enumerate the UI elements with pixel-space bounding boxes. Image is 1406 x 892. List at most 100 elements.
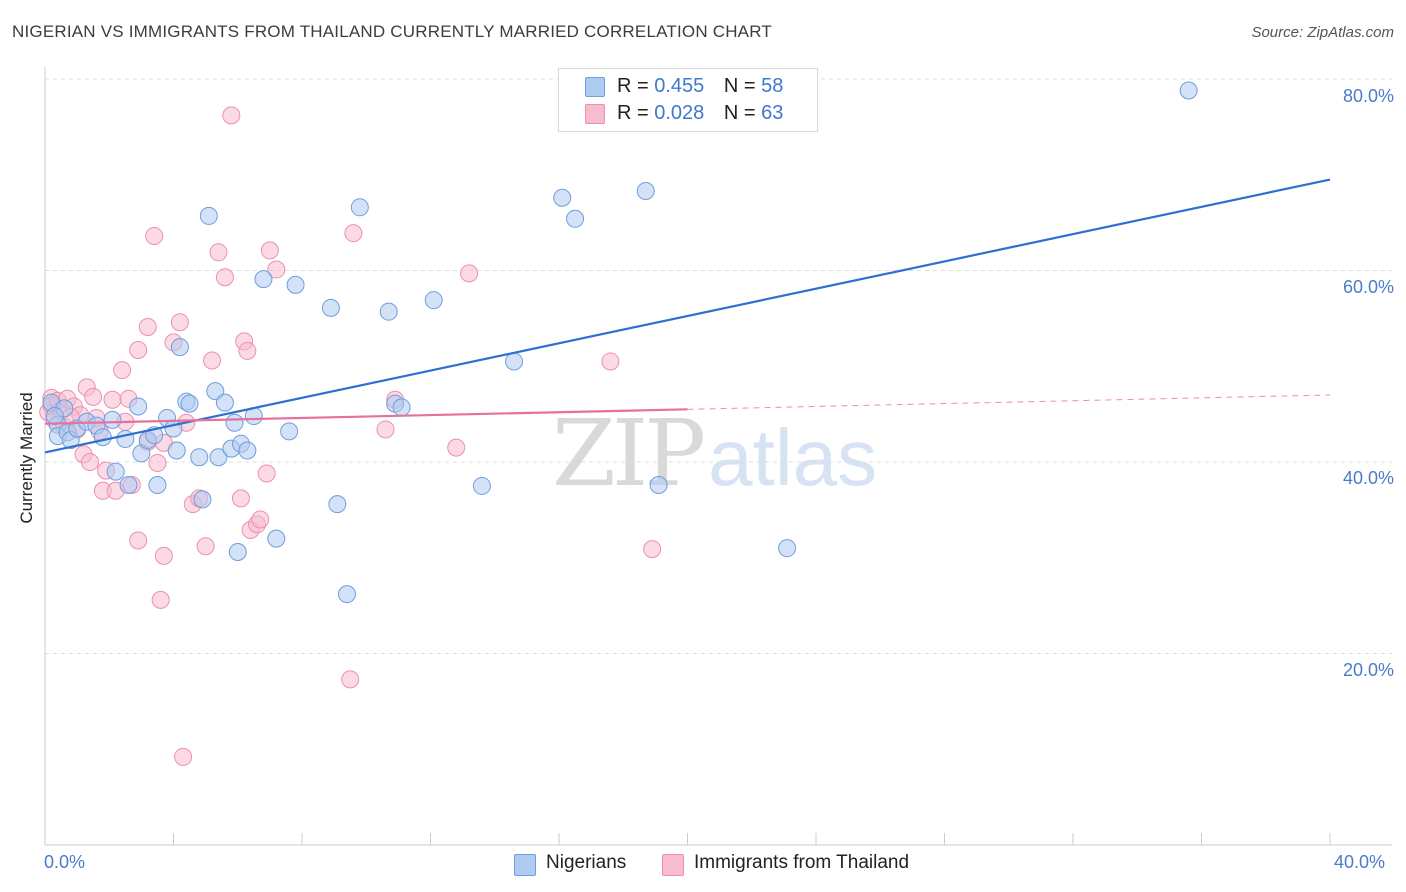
thailand-point — [203, 351, 222, 370]
nigerian-point — [93, 428, 112, 447]
nigerian-point — [193, 490, 212, 509]
thailand-point — [257, 464, 276, 483]
legend-r-value: 0.455 — [654, 75, 705, 97]
legend-r-label: R = — [617, 75, 649, 97]
nigerian-point — [267, 529, 286, 548]
nigerian-point — [238, 441, 257, 460]
legend-row-thailand: R = 0.028 N = 63 — [585, 102, 784, 125]
thailand-point — [154, 546, 173, 565]
nigerian-point — [148, 475, 167, 494]
legend-item-thailand[interactable]: Immigrants from Thailand — [662, 852, 910, 876]
thailand-point — [222, 106, 241, 125]
nigerian-point — [392, 398, 411, 417]
thailand-point — [376, 420, 395, 439]
nigerian-point — [209, 448, 228, 467]
legend-n-value: 63 — [761, 102, 784, 124]
legend-n-label: N = — [723, 75, 756, 97]
nigerian-point — [472, 476, 491, 495]
legend-swatch-blue — [585, 77, 605, 97]
thailand-point — [460, 264, 479, 283]
thailand-point — [215, 268, 234, 287]
thailand-point — [344, 224, 363, 243]
y-axis-label: Currently Married — [17, 392, 36, 524]
thailand-point — [145, 227, 164, 246]
thailand-point — [643, 540, 662, 559]
thailand-point — [267, 260, 286, 279]
nigerian-point — [280, 422, 299, 441]
nigerian-point — [321, 298, 340, 317]
axes — [44, 67, 1392, 846]
thailand-point — [113, 361, 132, 380]
legend-r-value: 0.028 — [654, 102, 705, 124]
thailand-point — [129, 340, 148, 359]
thailand-point — [231, 489, 250, 508]
legend-row-nigerians: R = 0.455 N = 58 — [585, 75, 783, 98]
nigerian-point — [286, 275, 305, 294]
thailand-point — [103, 390, 122, 409]
thailand-point — [601, 352, 620, 371]
thailand-point — [174, 747, 193, 766]
nigerian-point — [553, 188, 572, 207]
nigerian-point — [379, 302, 398, 321]
thailand-point — [341, 670, 360, 689]
nigerian-point — [103, 410, 122, 429]
nigerian-point — [119, 475, 138, 494]
nigerian-point — [167, 441, 186, 460]
source-label: Source: ZipAtlas.com — [1251, 24, 1394, 41]
legend-swatch-pink — [585, 104, 605, 124]
trend-lines — [44, 178, 1331, 454]
thailand-point — [151, 590, 170, 609]
thailand-point — [80, 453, 99, 471]
thailand-point — [209, 243, 228, 262]
legend-r-label: R = — [617, 102, 649, 124]
nigerian-point — [215, 393, 234, 412]
thailand-point — [260, 241, 279, 260]
nigerian-point — [337, 585, 356, 604]
nigerian-points — [42, 81, 1198, 604]
nigerian-point — [424, 291, 443, 310]
y-tick-label: 80.0% — [1342, 86, 1394, 106]
legend-swatch-blue — [514, 854, 536, 876]
legend-n-label: N = — [723, 102, 756, 124]
legend-item-nigerians[interactable]: Nigerians — [514, 852, 627, 876]
y-tick-label: 20.0% — [1342, 660, 1394, 680]
watermark: ZIPatlas — [552, 400, 877, 507]
y-tick-label: 60.0% — [1342, 277, 1394, 297]
nigerian-point — [350, 198, 369, 217]
thailand-point — [129, 531, 148, 550]
thailand-point — [138, 317, 157, 336]
legend-label-thailand: Immigrants from Thailand — [694, 852, 910, 873]
legend-swatch-pink — [662, 854, 684, 876]
nigerian-point — [164, 419, 183, 438]
chart-title: NIGERIAN VS IMMIGRANTS FROM THAILAND CUR… — [12, 22, 772, 41]
thailand-point — [196, 537, 215, 556]
nigerian-point — [254, 270, 273, 289]
nigerian-point — [649, 475, 668, 494]
thailand-point — [447, 438, 466, 457]
nigerian-point — [566, 209, 585, 228]
nigerian-point — [225, 413, 244, 432]
legend-label-nigerians: Nigerians — [546, 852, 627, 873]
nigerian-point — [1179, 81, 1198, 100]
thailand-point — [170, 313, 189, 332]
thailand-point — [84, 387, 103, 406]
thailand-point — [148, 453, 167, 472]
nigerian-point — [106, 462, 125, 481]
nigerian-point — [129, 397, 148, 416]
thailand-point — [238, 341, 257, 360]
nigerian-point — [778, 539, 797, 558]
thailand-point — [251, 510, 270, 529]
nigerian-point — [190, 448, 209, 467]
correlation-legend: R = 0.455 N = 58 R = 0.028 N = 63 — [558, 68, 818, 132]
nigerian-trend-line — [44, 178, 1331, 454]
nigerian-point — [206, 382, 225, 401]
nigerian-point — [328, 495, 347, 514]
grid-lines — [45, 78, 1392, 654]
thailand-trend-extension — [687, 394, 1331, 410]
y-tick-label: 40.0% — [1342, 468, 1394, 488]
nigerian-point — [180, 394, 199, 413]
nigerian-point — [228, 543, 247, 562]
nigerian-point — [636, 182, 655, 201]
watermark-atlas: atlas — [708, 413, 878, 502]
